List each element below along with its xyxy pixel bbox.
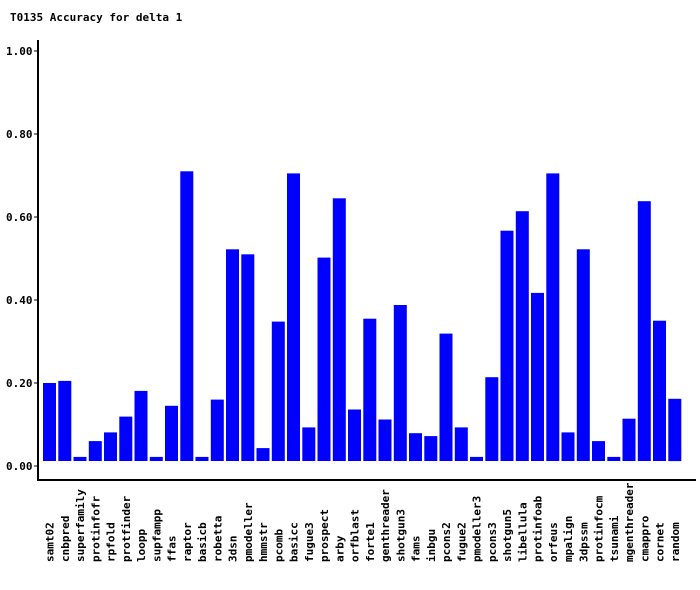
bar-protfinder — [119, 416, 133, 461]
bar-fugue2 — [454, 427, 468, 461]
x-tick-label: arby — [333, 535, 346, 562]
x-tick-label: ffas — [166, 536, 179, 563]
bar-samt02 — [43, 383, 56, 461]
x-tick-label: forte1 — [364, 522, 377, 562]
x-tick-label: random — [669, 522, 682, 562]
x-tick-label: tsunami — [608, 515, 621, 562]
bar-orfeus — [546, 173, 560, 461]
x-tick-label: cornet — [654, 522, 667, 562]
bar-pmodeller — [241, 254, 255, 461]
y-tick-label: 0.40 — [6, 294, 33, 307]
bar-cnbpred — [58, 380, 72, 461]
x-tick-label: pcons3 — [486, 522, 499, 562]
y-tick-label: 0.60 — [6, 211, 33, 224]
y-axis: 0.00 0.20 0.40 0.60 0.80 1.00 — [6, 45, 38, 473]
x-tick-label: mgenthreader — [623, 482, 636, 562]
bar-libellula — [515, 211, 529, 461]
chart-title: T0135 Accuracy for delta 1 — [10, 11, 183, 24]
x-tick-label: protinfocm — [593, 495, 606, 562]
x-tick-label: protinfofr — [89, 495, 102, 562]
bar-fugue3 — [302, 427, 316, 461]
bar-superfamily — [73, 456, 87, 461]
bar-prospect — [317, 257, 331, 461]
bar-basicb — [195, 456, 209, 461]
bar-raptor — [180, 171, 194, 462]
bar-3dpssm — [576, 249, 590, 461]
x-tick-label: shotgun5 — [501, 509, 514, 562]
x-tick-label: fams — [410, 536, 423, 563]
bar-shotgun3 — [393, 305, 407, 461]
x-tick-label: pmodeller3 — [471, 496, 484, 562]
x-tick-label: protfinder — [120, 495, 133, 562]
bar-genthreader — [378, 419, 392, 461]
x-tick-label: rpfold — [105, 522, 118, 562]
bar-loopp — [134, 390, 148, 461]
x-tick-label: supfampp — [150, 509, 163, 562]
y-tick-label: 0.00 — [6, 460, 33, 473]
x-tick-label: pmodeller — [242, 502, 255, 562]
bar-3dsn — [226, 249, 239, 461]
x-tick-label: basicb — [196, 522, 209, 562]
x-tick-label: raptor — [181, 522, 194, 562]
bars — [43, 171, 682, 462]
y-tick-label: 1.00 — [6, 45, 33, 58]
bar-arby — [332, 198, 346, 462]
bar-inbgu — [424, 436, 438, 461]
x-tick-label: samt02 — [44, 522, 57, 562]
x-tick-label: mpalign — [562, 516, 575, 562]
bar-fams — [409, 433, 422, 461]
x-tick-label: shotgun3 — [394, 509, 407, 562]
x-tick-label: pcomb — [272, 529, 285, 562]
x-tick-label: hmmstr — [257, 522, 270, 562]
x-tick-label: fugue3 — [303, 522, 316, 562]
x-tick-label: pcons2 — [440, 522, 453, 562]
x-tick-label: basicc — [288, 522, 301, 562]
bar-basicc — [287, 173, 300, 461]
bar-supfampp — [149, 456, 163, 461]
x-tick-label: inbgu — [425, 529, 438, 562]
bar-pcons3 — [485, 377, 499, 461]
x-tick-label: fugue2 — [455, 522, 468, 562]
y-tick-label: 0.20 — [6, 377, 33, 390]
x-tick-label: orfeus — [547, 522, 560, 562]
bar-mpalign — [561, 432, 575, 461]
bar-cornet — [653, 320, 666, 461]
y-tick-label: 0.80 — [6, 128, 33, 141]
bar-pcons2 — [439, 333, 453, 461]
x-tick-label: loopp — [135, 529, 148, 562]
bar-protinfofr — [88, 441, 102, 461]
bar-rpfold — [104, 432, 117, 461]
bar-forte1 — [363, 318, 377, 461]
bar-hmmstr — [256, 448, 270, 461]
x-tick-label: cnbpred — [59, 516, 72, 562]
x-tick-label: libellula — [516, 502, 529, 562]
bar-cmappro — [637, 201, 651, 461]
x-tick-label: robetta — [211, 516, 224, 562]
bar-shotgun5 — [500, 230, 514, 461]
x-tick-label: 3dsn — [227, 536, 240, 563]
x-tick-label: superfamily — [74, 489, 87, 562]
x-tick-label: orfblast — [349, 509, 362, 562]
bar-tsunami — [607, 456, 621, 461]
x-tick-label: genthreader — [379, 489, 392, 562]
bar-pcomb — [271, 321, 285, 461]
bar-ffas — [165, 405, 178, 461]
bar-random — [668, 398, 682, 462]
bar-robetta — [210, 399, 224, 461]
x-tick-label: protinfoab — [532, 495, 545, 562]
bar-mgenthreader — [622, 418, 636, 461]
bar-orfblast — [348, 409, 361, 461]
bar-protinfoab — [531, 292, 544, 461]
bar-pmodeller3 — [470, 456, 483, 461]
bar-protinfocm — [592, 441, 605, 461]
x-tick-label: prospect — [318, 509, 331, 562]
x-tick-label: cmappro — [638, 515, 651, 562]
x-axis-labels: samt02 cnbpred superfamily protinfofr rpfold… — [44, 482, 682, 562]
x-tick-label: 3dpssm — [577, 522, 590, 562]
